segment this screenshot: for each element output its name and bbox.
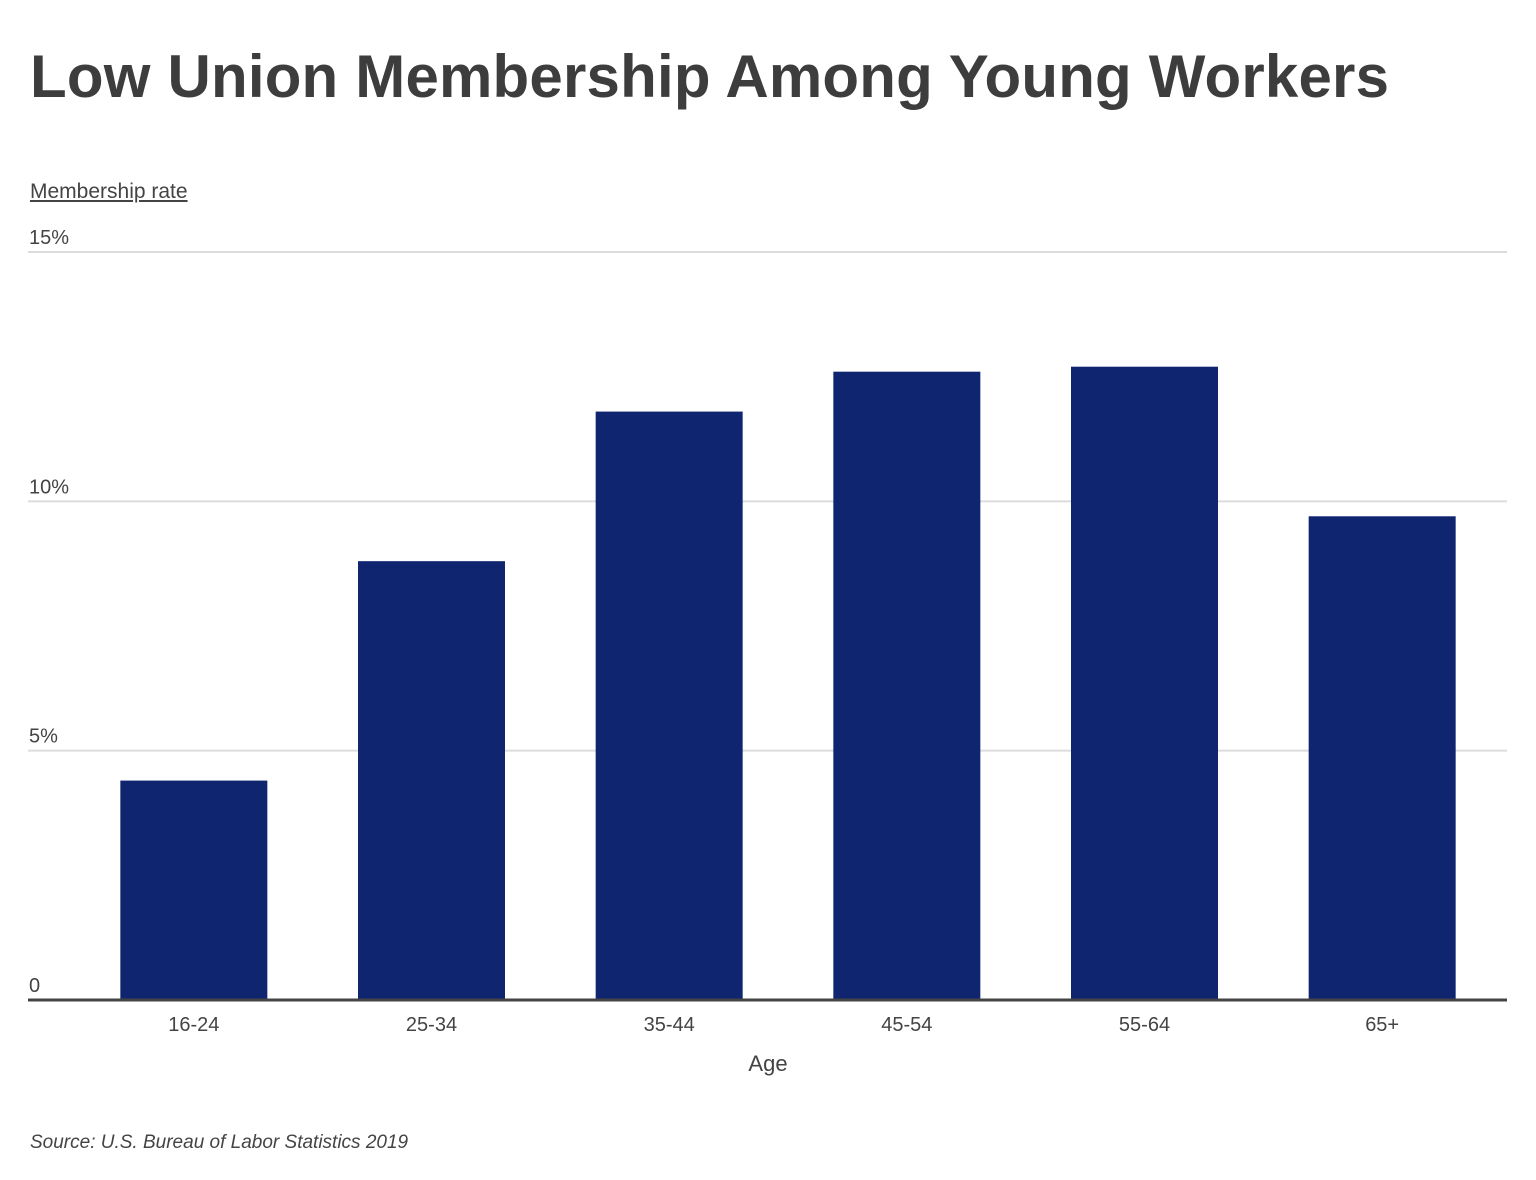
bar-45-54 [833,371,981,1000]
x-tick-label: 55-64 [1119,1014,1170,1036]
x-tick-label: 25-34 [406,1014,457,1036]
y-tick-label: 10% [29,476,69,498]
x-axis-title: Age [748,1051,787,1076]
bar-16-24 [120,780,268,1000]
source-note: Source: U.S. Bureau of Labor Statistics … [30,1132,409,1153]
x-tick-label: 16-24 [168,1014,219,1036]
x-tick-label: 65+ [1365,1014,1399,1036]
x-tick-label: 35-44 [644,1014,695,1036]
x-tick-label: 45-54 [881,1014,932,1036]
bar-55-64 [1071,366,1218,1000]
chart-title: Low Union Membership Among Young Workers [30,43,1390,110]
bar-25-34 [358,561,505,1000]
y-tick-label: 0 [29,975,40,997]
y-axis-title: Membership rate [30,180,188,203]
y-tick-label: 5% [29,726,58,748]
bar-35-44 [595,411,743,1000]
bar-65+ [1308,516,1456,1000]
y-tick-label: 15% [29,227,69,249]
